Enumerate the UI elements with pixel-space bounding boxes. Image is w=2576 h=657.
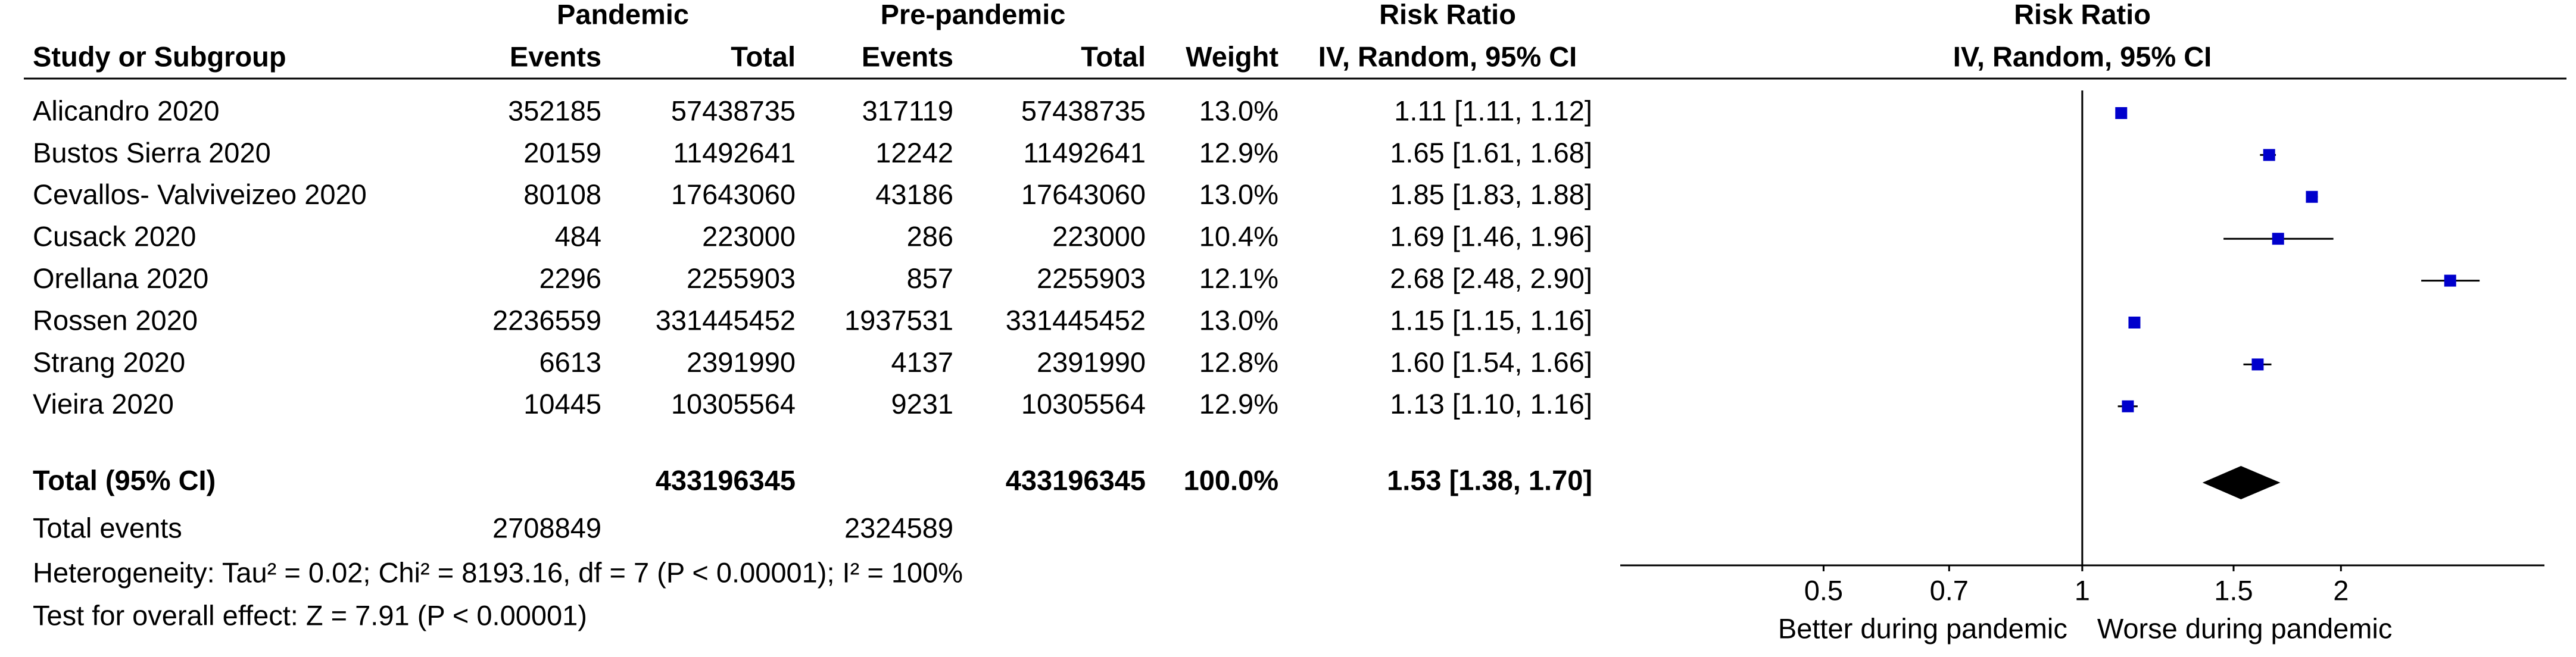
ci-label: 1.15 [1.15, 1.16] [1390,304,1592,336]
table-cell: 223000 [1052,221,1146,252]
heterogeneity: Heterogeneity: Tau² = 0.02; Chi² = 8193.… [33,556,963,588]
table-cell: 352185 [508,95,601,126]
table-cell: 12242 [875,137,953,168]
overall-effect: Test for overall effect: Z = 7.91 (P < 0… [33,599,587,631]
table-cell: 11492641 [673,137,796,168]
x-label-right: Worse during pandemic [2097,612,2393,644]
table-cell: 10.4% [1199,221,1278,252]
column-header: Study or Subgroup [33,40,286,72]
x-tick-label: 2 [2333,574,2349,606]
effect-marker [2263,149,2275,161]
group-header: Risk Ratio [1379,0,1516,30]
table-cell: 10305564 [671,388,796,420]
ci-label: 1.65 [1.61, 1.68] [1390,137,1592,168]
total-cell: 100.0% [1184,464,1278,496]
table-cell: 10445 [523,388,601,420]
effect-marker [2115,107,2128,119]
column-header: Weight [1186,40,1278,72]
total-events: 2324589 [844,512,953,543]
study-name: Orellana 2020 [33,262,208,294]
table-cell: 11492641 [1023,137,1146,168]
ci-label: 1.13 [1.10, 1.16] [1390,388,1592,420]
total-label: Total (95% CI) [33,464,216,496]
ci-label: 2.68 [2.48, 2.90] [1390,262,1592,294]
table-cell: 223000 [702,221,796,252]
x-tick-label: 1.5 [2214,574,2253,606]
table-cell: 17643060 [1021,179,1146,210]
effect-marker [2306,190,2318,203]
x-tick-label: 1 [2075,574,2090,606]
column-header: IV, Random, 95% CI [1318,40,1577,72]
ci-label: 1.69 [1.46, 1.96] [1390,221,1592,252]
ci-label: 1.11 [1.11, 1.12] [1394,95,1592,126]
table-cell: 484 [555,221,601,252]
table-cell: 2255903 [687,262,796,294]
table-cell: 13.0% [1199,304,1278,336]
table-cell: 12.8% [1199,346,1278,378]
total-events: 2708849 [492,512,601,543]
table-cell: 2236559 [492,304,601,336]
group-header: Pandemic [557,0,689,30]
study-name: Cevallos- Valviveizeo 2020 [33,179,367,210]
column-header: Events [510,40,601,72]
table-cell: 331445452 [656,304,796,336]
table-cell: 4137 [891,346,953,378]
table-cell: 317119 [862,95,953,126]
table-cell: 286 [907,221,953,252]
table-cell: 17643060 [671,179,796,210]
table-cell: 12.9% [1199,137,1278,168]
ci-label: 1.60 [1.54, 1.66] [1390,346,1592,378]
table-cell: 6613 [539,346,601,378]
table-cell: 2391990 [1037,346,1146,378]
group-header: Pre-pandemic [881,0,1066,30]
study-name: Rossen 2020 [33,304,198,336]
study-name: Vieira 2020 [33,388,174,420]
table-cell: 20159 [523,137,601,168]
table-cell: 2296 [539,262,601,294]
column-header: Total [731,40,796,72]
table-cell: 857 [907,262,953,294]
table-cell: 1937531 [844,304,953,336]
total-cell: 433196345 [656,464,796,496]
summary-diamond [2202,466,2281,499]
table-cell: 13.0% [1199,179,1278,210]
study-name: Strang 2020 [33,346,185,378]
table-cell: 57438735 [671,95,796,126]
x-tick-label: 0.5 [1804,574,1843,606]
column-header: Total [1081,40,1146,72]
total-events-label: Total events [33,512,182,543]
group-header: Risk Ratio [2014,0,2151,30]
x-tick-label: 0.7 [1930,574,1969,606]
table-cell: 43186 [875,179,953,210]
effect-marker [2128,317,2141,328]
ci-label: 1.85 [1.83, 1.88] [1390,179,1592,210]
total-cell: 433196345 [1006,464,1146,496]
study-name: Bustos Sierra 2020 [33,137,271,168]
table-cell: 9231 [891,388,953,420]
column-header: Events [862,40,953,72]
study-name: Cusack 2020 [33,221,196,252]
total-ci-label: 1.53 [1.38, 1.70] [1387,464,1592,496]
table-cell: 12.1% [1199,262,1278,294]
effect-marker [2122,400,2134,412]
table-cell: 57438735 [1021,95,1146,126]
table-cell: 80108 [523,179,601,210]
table-cell: 10305564 [1021,388,1146,420]
table-cell: 12.9% [1199,388,1278,420]
table-cell: 2391990 [687,346,796,378]
effect-marker [2272,233,2284,245]
table-cell: 2255903 [1037,262,1146,294]
x-label-left: Better during pandemic [1778,612,2067,644]
column-header: IV, Random, 95% CI [1953,40,2212,72]
table-cell: 13.0% [1199,95,1278,126]
table-cell: 331445452 [1006,304,1146,336]
effect-marker [2444,274,2456,287]
study-name: Alicandro 2020 [33,95,220,126]
effect-marker [2251,358,2264,371]
